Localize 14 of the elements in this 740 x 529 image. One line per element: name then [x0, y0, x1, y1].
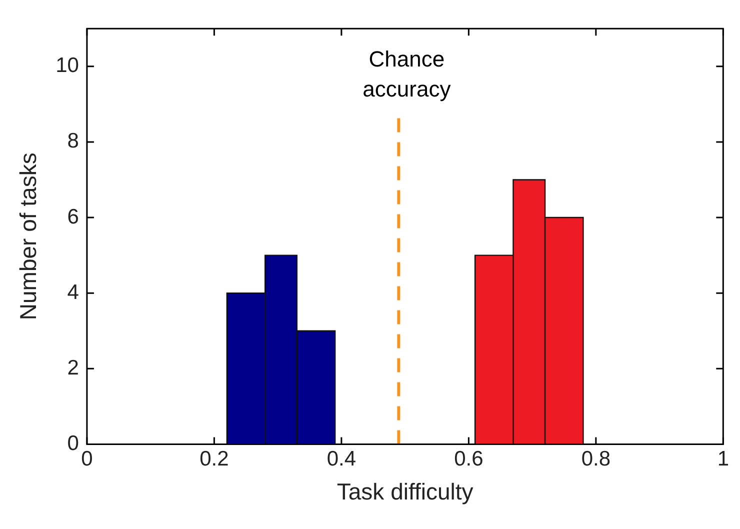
- y-tick-label: 10: [56, 54, 79, 78]
- y-tick-label: 6: [67, 205, 79, 228]
- x-axis-title: Task difficulty: [336, 478, 474, 505]
- x-tick-label: 0.6: [454, 448, 484, 471]
- y-tick-label: 2: [67, 356, 79, 380]
- x-tick-label: 0.4: [326, 448, 356, 471]
- x-tick-label: 1: [717, 448, 730, 471]
- y-tick-label: 8: [67, 130, 79, 153]
- x-tick-label: 0.2: [200, 448, 229, 471]
- ref-line-label: Chance accuracy: [362, 46, 451, 102]
- y-tick-label: 0: [67, 432, 79, 455]
- x-tick-label: 0.8: [581, 448, 611, 471]
- y-axis-title: Number of tasks: [15, 152, 42, 320]
- y-tick-label: 4: [67, 280, 80, 304]
